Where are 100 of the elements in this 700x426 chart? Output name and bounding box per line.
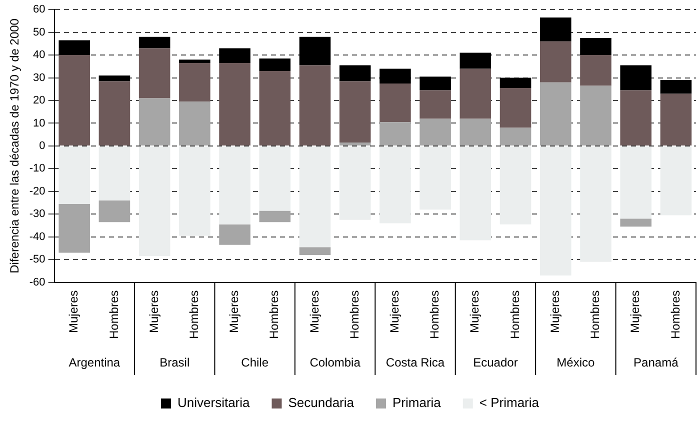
- bar: [259, 58, 291, 71]
- bar: [460, 68, 492, 119]
- bar: [620, 218, 652, 227]
- y-tick-label: 40: [33, 49, 46, 62]
- bar: [339, 146, 371, 220]
- bar: [620, 90, 652, 146]
- x-tick-label: Mujeres: [468, 290, 482, 334]
- x-tick-label: Mujeres: [307, 290, 322, 334]
- bar: [580, 146, 612, 262]
- bar: [540, 146, 572, 276]
- bar: [540, 18, 572, 42]
- bar: [98, 76, 130, 82]
- text: México: [556, 355, 596, 370]
- bar: [259, 210, 291, 222]
- bar: [540, 41, 572, 82]
- bar: [420, 118, 451, 146]
- bar: [420, 76, 451, 90]
- bar: [299, 65, 331, 146]
- legend-label: Primaria: [392, 395, 442, 410]
- text: Ecuador: [473, 355, 518, 370]
- x-tick-label: Hombres: [106, 290, 121, 340]
- legend-label: < Primaria: [479, 395, 540, 410]
- x-tick-label: Hombres: [186, 290, 201, 340]
- text: Colombia: [310, 355, 361, 370]
- bar: [179, 146, 210, 236]
- bar: [219, 48, 250, 64]
- y-tick-label: -40: [29, 230, 46, 243]
- bar: [380, 83, 411, 122]
- bar: [138, 48, 170, 98]
- y-tick-label: -20: [29, 185, 46, 198]
- bar: [98, 200, 130, 222]
- bar: [380, 68, 411, 84]
- bar: [299, 247, 331, 256]
- y-axis-title: Diferencia entre las décadas de 1970 y de 2000: [8, 18, 22, 274]
- bar: [98, 146, 130, 201]
- bar: [299, 146, 331, 248]
- bar: [460, 118, 492, 146]
- bar: [380, 146, 411, 224]
- y-tick-label: 50: [33, 26, 46, 38]
- bar: [98, 81, 130, 146]
- bar: [540, 82, 572, 146]
- bar: [500, 128, 532, 146]
- bar: [138, 146, 170, 256]
- bar: [58, 40, 90, 56]
- y-tick-label: 60: [33, 4, 46, 16]
- bar: [339, 142, 371, 146]
- bar: [660, 146, 692, 216]
- bar: [339, 65, 371, 82]
- bar: [138, 98, 170, 146]
- y-tick-label: 0: [39, 140, 46, 152]
- bar: [179, 102, 210, 146]
- y-tick-label: 30: [33, 72, 46, 84]
- bar: [660, 94, 692, 146]
- bar: [179, 60, 210, 64]
- bar: [500, 78, 532, 88]
- bar: [420, 90, 451, 119]
- x-tick-label: Mujeres: [628, 290, 642, 334]
- bar: [58, 146, 90, 204]
- bar: [500, 88, 532, 128]
- x-tick-label: Hombres: [347, 290, 362, 340]
- bar: [339, 81, 371, 143]
- y-tick-label: 10: [33, 117, 46, 130]
- y-tick-label: -10: [29, 162, 46, 175]
- bar: [299, 36, 331, 66]
- x-tick-label: Mujeres: [66, 290, 81, 334]
- x-tick-label: Hombres: [267, 290, 282, 340]
- bar: [259, 146, 291, 211]
- x-tick-label: Hombres: [508, 290, 522, 340]
- bar: [58, 55, 90, 146]
- bar: [460, 52, 492, 69]
- bar: [660, 80, 692, 94]
- y-tick-label: -60: [29, 276, 46, 288]
- x-tick-label: Hombres: [588, 290, 602, 340]
- text: Argentina: [68, 355, 120, 370]
- bar: [179, 63, 210, 102]
- bar: [219, 224, 250, 245]
- bar: [219, 146, 250, 224]
- y-tick-label: 20: [33, 94, 46, 107]
- text: Costa Rica: [386, 355, 445, 370]
- bar: [620, 146, 652, 219]
- bar: [219, 63, 250, 146]
- bar: [580, 86, 612, 146]
- text: Panamá: [634, 355, 679, 370]
- bar: [460, 146, 492, 240]
- x-tick-label: Hombres: [428, 290, 442, 340]
- x-tick-label: Mujeres: [146, 290, 161, 334]
- y-tick-label: -50: [29, 254, 46, 266]
- legend-label: Universitaria: [178, 395, 251, 410]
- bar: [580, 55, 612, 86]
- x-tick-label: Mujeres: [388, 290, 402, 334]
- x-tick-label: Hombres: [668, 290, 682, 340]
- bar: [420, 146, 451, 210]
- bar: [500, 146, 532, 224]
- text: Chile: [241, 355, 269, 370]
- bar: [58, 204, 90, 253]
- bar: [380, 122, 411, 146]
- x-tick-label: Mujeres: [548, 290, 562, 334]
- bar: [138, 36, 170, 48]
- bar: [259, 70, 291, 146]
- bar: [620, 65, 652, 90]
